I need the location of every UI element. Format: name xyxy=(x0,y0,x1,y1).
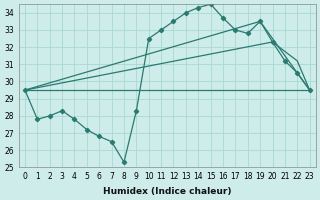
X-axis label: Humidex (Indice chaleur): Humidex (Indice chaleur) xyxy=(103,187,232,196)
